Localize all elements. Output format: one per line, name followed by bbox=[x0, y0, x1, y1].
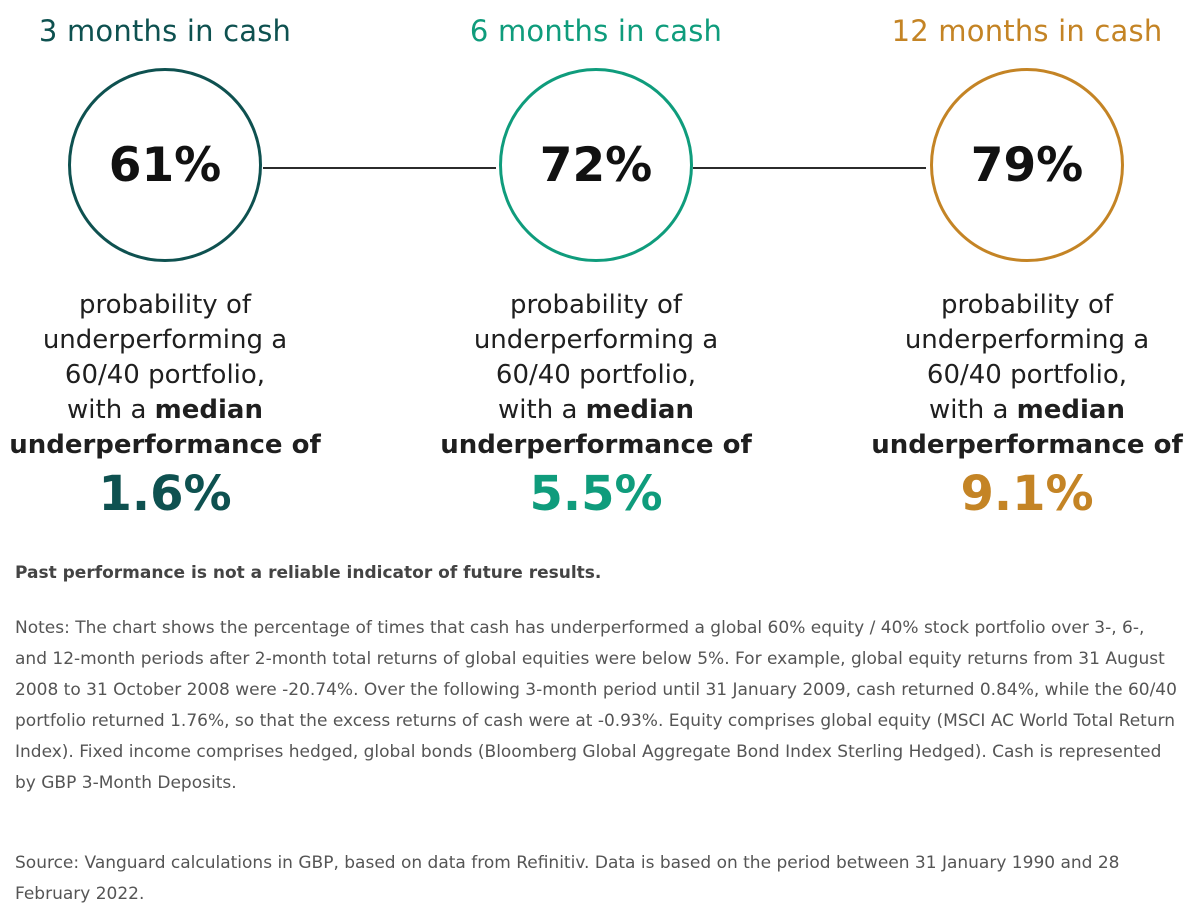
desc-line: underperforming a bbox=[904, 325, 1150, 355]
probability-value: 72% bbox=[539, 137, 653, 193]
desc-line: underperformance of bbox=[9, 430, 321, 460]
probability-circle: 72% bbox=[499, 68, 693, 262]
desc-bold: median bbox=[1016, 395, 1125, 425]
connector-line-2 bbox=[693, 167, 926, 169]
desc-bold: median bbox=[585, 395, 694, 425]
description: probability of underperforming a 60/40 p… bbox=[406, 288, 786, 463]
median-underperformance-value: 5.5% bbox=[529, 466, 663, 522]
item-title: 3 months in cash bbox=[38, 14, 292, 48]
desc-line: underperforming a bbox=[42, 325, 288, 355]
probability-circle: 79% bbox=[930, 68, 1124, 262]
desc-line: underperforming a bbox=[473, 325, 719, 355]
probability-value: 61% bbox=[108, 137, 222, 193]
desc-line: with a median bbox=[0, 393, 355, 428]
disclaimer-text: Past performance is not a reliable indic… bbox=[15, 563, 602, 583]
desc-line: 60/40 portfolio, bbox=[495, 360, 697, 390]
median-underperformance-value: 9.1% bbox=[960, 466, 1094, 522]
item-title: 6 months in cash bbox=[469, 14, 723, 48]
description: probability of underperforming a 60/40 p… bbox=[0, 288, 355, 463]
desc-text: with a bbox=[498, 395, 586, 425]
notes-text: Notes: The chart shows the percentage of… bbox=[15, 618, 1177, 793]
desc-line: with a median bbox=[406, 393, 786, 428]
desc-line: underperformance of bbox=[871, 430, 1183, 460]
desc-line: 60/40 portfolio, bbox=[64, 360, 266, 390]
desc-line: with a median bbox=[837, 393, 1192, 428]
desc-text: with a bbox=[929, 395, 1017, 425]
probability-value: 79% bbox=[970, 137, 1084, 193]
desc-text: with a bbox=[67, 395, 155, 425]
desc-line: probability of bbox=[78, 290, 252, 320]
source-text: Source: Vanguard calculations in GBP, ba… bbox=[15, 853, 1120, 904]
desc-line: underperformance of bbox=[440, 430, 752, 460]
description: probability of underperforming a 60/40 p… bbox=[837, 288, 1192, 463]
probability-circle: 61% bbox=[68, 68, 262, 262]
desc-line: 60/40 portfolio, bbox=[926, 360, 1128, 390]
item-title: 12 months in cash bbox=[891, 14, 1163, 48]
connector-line-1 bbox=[263, 167, 496, 169]
desc-bold: median bbox=[154, 395, 263, 425]
median-underperformance-value: 1.6% bbox=[98, 466, 232, 522]
desc-line: probability of bbox=[509, 290, 683, 320]
desc-line: probability of bbox=[940, 290, 1114, 320]
